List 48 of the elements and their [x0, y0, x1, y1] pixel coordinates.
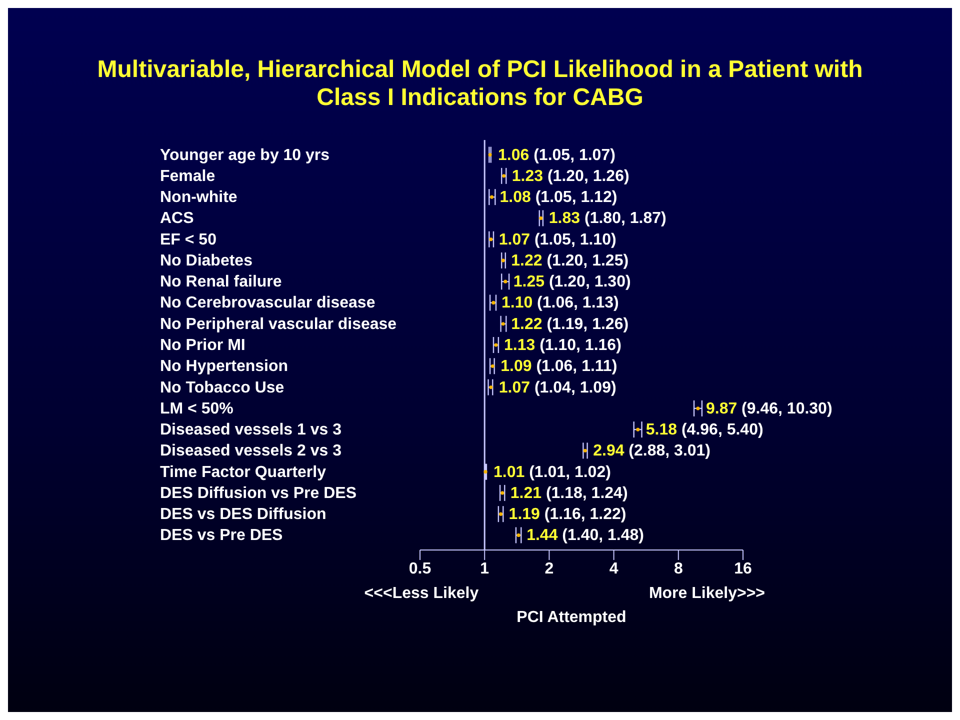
data-label: 1.01 (1.01, 1.02) — [494, 464, 611, 481]
text: <<<Less Likely — [364, 585, 479, 602]
x-tick-label: 0.5 — [408, 560, 432, 578]
data-label: 1.44 (1.40, 1.48) — [526, 527, 644, 544]
data-label: 1.10 (1.06, 1.13) — [501, 294, 619, 312]
y-tick-label: DES Diffusion vs Pre DES — [160, 484, 357, 502]
data-label: 1.07 (1.04, 1.09) — [498, 379, 616, 396]
data-label: 1.19 (1.16, 1.22) — [508, 506, 626, 524]
text: More Likely>>> — [648, 585, 765, 602]
data-label: 5.18 (4.96, 5.40) — [646, 422, 764, 439]
y-tick-label: No Renal failure — [160, 274, 282, 291]
y-tick-label: No Diabetes — [160, 252, 253, 270]
y-tick-label: LM < 50% — [160, 400, 234, 418]
data-label: 1.21 (1.18, 1.24) — [510, 484, 628, 502]
data-label: 1.06 (1.05, 1.07) — [498, 146, 616, 164]
data-label: 9.87 (9.46, 10.30) — [706, 400, 832, 418]
y-tick-label: DES vs DES Diffusion — [160, 506, 326, 524]
data-label: 1.09 (1.06, 1.11) — [500, 358, 618, 376]
data-label: 2.94 (2.88, 3.01) — [593, 442, 711, 460]
y-tick-label: Diseased vessels 1 vs 3 — [160, 422, 342, 439]
y-tick-label: Female — [160, 168, 216, 185]
x-tick-label: 2 — [544, 560, 554, 578]
x-tick-label: 1 — [480, 560, 490, 578]
data-label: 1.08 (1.05, 1.12) — [500, 189, 618, 206]
y-tick-label: No Hypertension — [160, 358, 288, 376]
data-label: 1.22 (1.19, 1.26) — [511, 316, 629, 333]
y-tick-label: No Peripheral vascular disease — [160, 316, 397, 333]
x-axis-title: PCI Attempted — [516, 609, 626, 626]
chart-title: Multivariable, Hierarchical Model of PCI Likelihood in a Patient with Class I Indications for CABG — [96, 55, 864, 113]
y-tick-label: Non-white — [160, 189, 238, 206]
x-tick-label: 8 — [674, 560, 683, 578]
x-tick-label: 4 — [609, 560, 618, 578]
data-label: 1.07 (1.05, 1.10) — [498, 231, 616, 248]
data-label: 1.25 (1.20, 1.30) — [513, 274, 631, 291]
x-tick-label: 16 — [734, 560, 752, 578]
data-label: 1.22 (1.20, 1.25) — [511, 252, 629, 270]
data-label: 1.83 (1.80, 1.87) — [548, 210, 666, 228]
y-tick-label: ACS — [160, 210, 194, 228]
data-label: 1.23 (1.20, 1.26) — [512, 168, 630, 185]
y-tick-label: DES vs Pre DES — [160, 527, 284, 544]
y-tick-label: EF < 50 — [160, 231, 217, 248]
y-tick-label: Diseased vessels 2 vs 3 — [160, 442, 342, 460]
y-tick-label: Younger age by 10 yrs — [160, 146, 330, 164]
y-tick-label: No Tobacco Use — [160, 379, 284, 396]
y-tick-label: Time Factor Quarterly — [160, 464, 326, 481]
data-label: 1.13 (1.10, 1.16) — [504, 337, 622, 354]
y-tick-label: No Cerebrovascular disease — [160, 294, 376, 312]
y-tick-label: No Prior MI — [160, 337, 246, 354]
